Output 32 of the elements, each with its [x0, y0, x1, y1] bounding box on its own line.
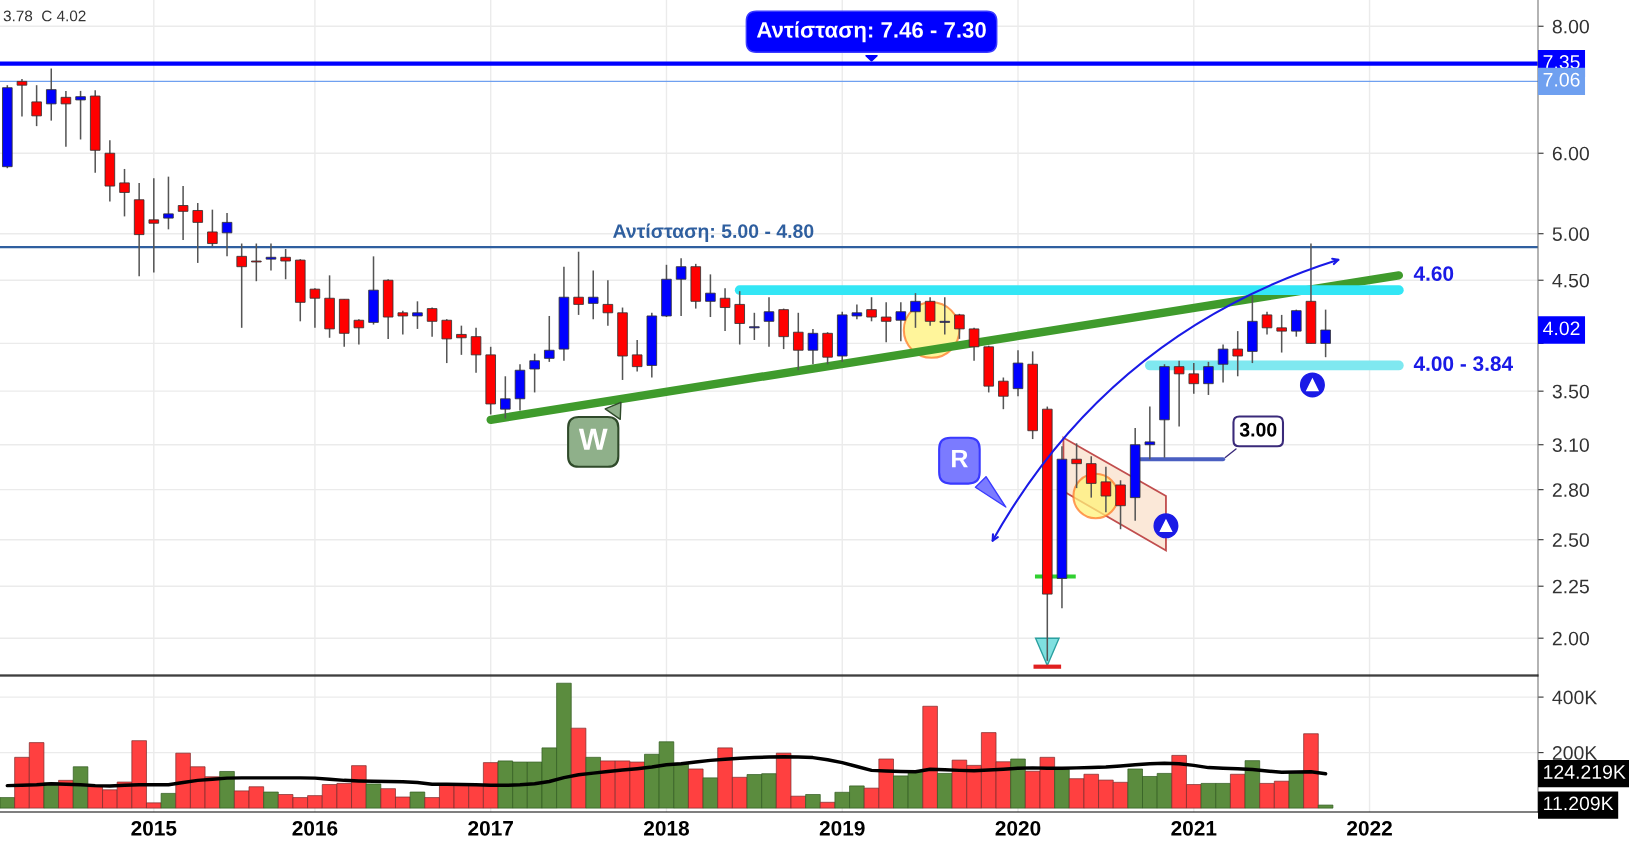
y-tick-label: 3.10 — [1552, 438, 1589, 452]
annotation: 4.60 — [1413, 266, 1454, 281]
y-tick-label: 200K — [1552, 746, 1598, 760]
x-tick-label: 2019 — [819, 820, 865, 836]
text: 11.209K — [1544, 796, 1614, 811]
y-tick-label: 3.50 — [1552, 384, 1589, 399]
y-tick-label: 6.00 — [1552, 146, 1589, 161]
x-tick-label: 2018 — [644, 820, 689, 836]
y-tick-label: 8.00 — [1552, 19, 1589, 34]
y-tick-label: 4.50 — [1552, 273, 1589, 288]
text: 4.02 — [1543, 321, 1580, 336]
text: 124.219K — [1544, 765, 1626, 779]
x-tick-label: 2016 — [292, 820, 338, 836]
annotation: 3.00 — [1239, 422, 1277, 437]
annotation: W — [578, 428, 608, 450]
x-tick-label: 2021 — [1171, 820, 1217, 836]
annotation: R — [952, 449, 968, 468]
y-tick-label: 2.80 — [1552, 483, 1589, 497]
annotation: 4.00 - 3.84 — [1413, 356, 1513, 372]
y-tick-label: 2.50 — [1552, 533, 1589, 547]
annotation: Αντίσταση: 5.00 - 4.80 — [613, 223, 814, 242]
y-tick-label: 2.25 — [1552, 579, 1589, 594]
x-tick-label: 2022 — [1347, 820, 1392, 836]
x-tick-label: 2020 — [995, 820, 1041, 836]
annotation: Αντίσταση: 7.46 - 7.30 — [756, 21, 986, 43]
x-tick-label: 2017 — [468, 820, 513, 836]
y-tick-label: 5.00 — [1552, 227, 1589, 241]
y-tick-label: 400K — [1552, 690, 1598, 705]
y-tick-label: 2.00 — [1552, 631, 1589, 646]
annotation: 3.78 C 4.02 — [3, 10, 86, 22]
x-tick-label: 2015 — [131, 820, 177, 836]
ref-line-label: 7.06 — [1543, 72, 1580, 87]
